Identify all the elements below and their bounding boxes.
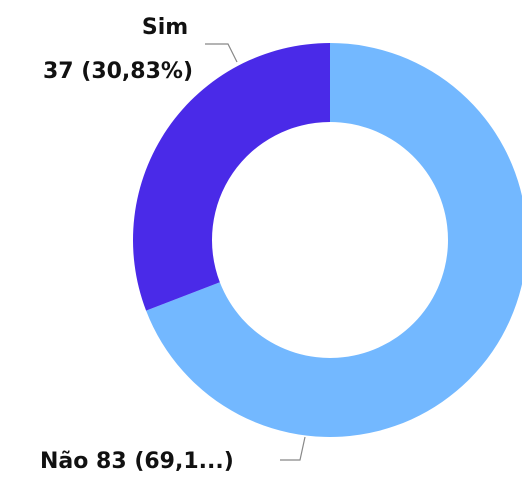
slice-value-label: 83 (69,1...) <box>96 449 234 474</box>
leader-line <box>205 43 238 63</box>
donut-slice <box>146 43 522 437</box>
donut-slice <box>133 43 330 311</box>
leader-line <box>280 436 306 461</box>
slice-value-label: 37 (30,83%) <box>43 59 193 84</box>
slice-label: Sim <box>142 15 188 40</box>
slice-label: Não 83 (69,1...) <box>40 449 234 474</box>
slice-name: Não <box>40 449 88 474</box>
